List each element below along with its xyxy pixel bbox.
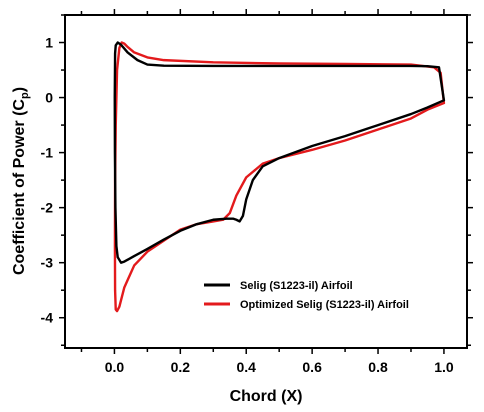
- x-tick-label: 0.8: [368, 359, 388, 375]
- y-tick-label: 0: [45, 90, 53, 106]
- y-tick-label: -3: [41, 255, 54, 271]
- y-tick-label: -1: [41, 145, 54, 161]
- legend: Selig (S1223-il) Airfoil Optimized Selig…: [204, 280, 409, 311]
- y-tick-label: -4: [41, 310, 54, 326]
- y-axis-title-subscript: p: [19, 92, 31, 99]
- x-tick-label: 0.6: [302, 359, 322, 375]
- x-tick-label: 0.4: [236, 359, 256, 375]
- x-tick-label: 1.0: [434, 359, 454, 375]
- y-axis-title: Coefficient of Power (Cp): [11, 87, 31, 275]
- x-axis-ticks: 0.0 0.2 0.4 0.6 0.8 1.0: [80, 9, 454, 375]
- y-tick-label: 1: [45, 35, 53, 51]
- y-axis-title-close: ): [11, 87, 28, 92]
- plot-frame: [64, 14, 468, 349]
- x-axis-title: Chord (X): [230, 388, 303, 405]
- y-axis-title-main: Coefficient of Power (C: [11, 99, 28, 275]
- x-tick-label: 0.2: [171, 359, 191, 375]
- y-axis-ticks: 1 0 -1 -2 -3 -4: [41, 14, 473, 346]
- series-layer: [113, 41, 446, 313]
- series-line-2: [113, 41, 446, 313]
- y-tick-label: -2: [41, 200, 54, 216]
- x-tick-label: 0.0: [105, 359, 125, 375]
- legend-label-series-2: Optimized Selig (S1223-il) Airfoil: [240, 299, 409, 311]
- series-line-1: [113, 41, 446, 264]
- legend-label-series-1: Selig (S1223-il) Airfoil: [240, 280, 353, 292]
